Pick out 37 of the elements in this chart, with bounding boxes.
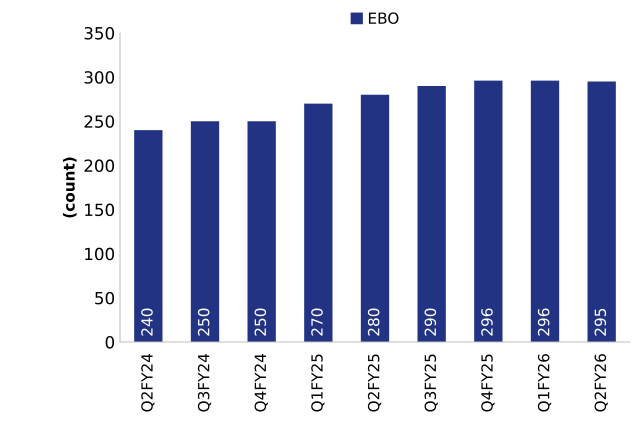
x-tick-label: Q2FY25 [368,354,382,412]
x-tick-label: Q2FY24 [141,354,155,412]
y-tick-label: 300 [84,71,114,84]
bar [360,94,390,342]
data-label: 280 [368,308,380,336]
data-label: 296 [538,308,550,336]
x-tick-label: Q2FY26 [594,354,608,412]
data-label: 240 [141,308,153,336]
y-axis-title: (count) [63,158,77,218]
bar [418,86,446,342]
x-tick-label: Q1FY26 [538,354,552,412]
bar [134,130,162,342]
data-label: 295 [594,308,606,336]
bar [304,104,332,342]
bar [248,121,276,342]
y-tick-label: 0 [106,336,114,349]
y-tick-label: 50 [95,292,114,304]
bar [530,80,560,342]
x-tick-label: Q4FY25 [481,354,495,412]
bar [588,82,616,342]
y-tick-label: 150 [85,204,114,216]
y-tick-label: 100 [85,248,114,260]
data-label: 290 [424,308,436,336]
data-label: 270 [311,308,323,336]
x-tick-label: Q3FY25 [424,354,438,412]
y-tick-label: 200 [84,159,114,172]
x-tick-label: Q4FY24 [254,354,268,412]
data-label: 296 [481,308,493,336]
data-label: 250 [254,308,266,336]
bar [190,121,220,342]
x-tick-label: Q1FY25 [311,354,325,412]
legend-label: EBO [368,12,398,24]
bar [474,80,502,342]
y-tick-label: 250 [84,115,114,128]
x-tick-label: Q3FY24 [198,354,212,412]
y-tick-label: 350 [84,26,114,40]
data-label: 250 [198,308,210,336]
